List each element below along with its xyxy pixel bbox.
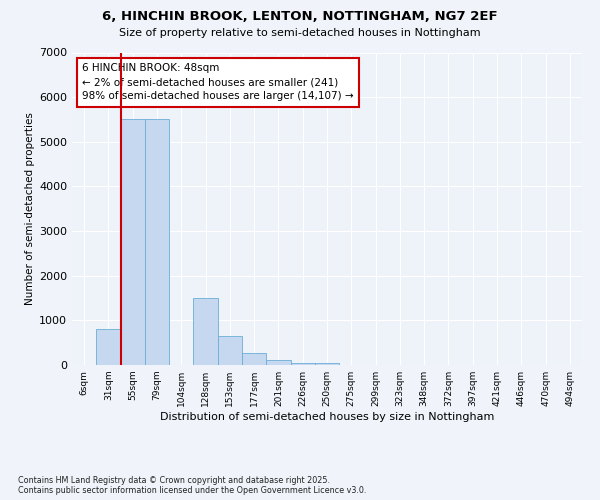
Bar [242,353,266,365]
Bar [218,336,242,365]
Bar [290,363,315,365]
Bar [96,330,121,365]
Text: 6, HINCHIN BROOK, LENTON, NOTTINGHAM, NG7 2EF: 6, HINCHIN BROOK, LENTON, NOTTINGHAM, NG… [102,10,498,23]
Bar [266,360,290,365]
Bar [315,363,339,365]
Text: Contains HM Land Registry data © Crown copyright and database right 2025.
Contai: Contains HM Land Registry data © Crown c… [18,476,367,495]
Bar [145,120,169,365]
Bar [121,120,145,365]
Text: Size of property relative to semi-detached houses in Nottingham: Size of property relative to semi-detach… [119,28,481,38]
Text: 6 HINCHIN BROOK: 48sqm
← 2% of semi-detached houses are smaller (241)
98% of sem: 6 HINCHIN BROOK: 48sqm ← 2% of semi-deta… [82,64,354,102]
Y-axis label: Number of semi-detached properties: Number of semi-detached properties [25,112,35,305]
X-axis label: Distribution of semi-detached houses by size in Nottingham: Distribution of semi-detached houses by … [160,412,494,422]
Bar [193,298,218,365]
